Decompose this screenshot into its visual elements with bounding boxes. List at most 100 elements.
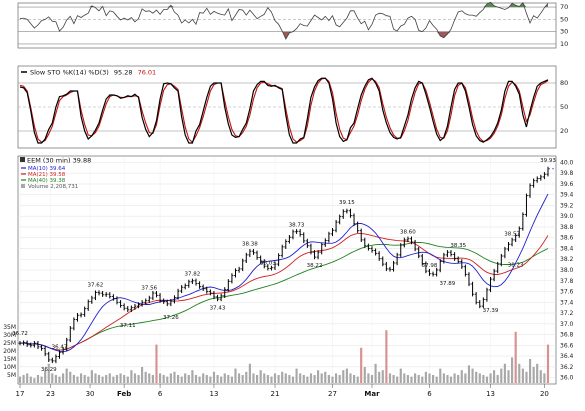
volume-bar	[234, 368, 237, 383]
price-tick-38.2: 38.2	[560, 256, 574, 263]
price-tick-38.4: 38.4	[560, 245, 574, 252]
price-tick-36.0: 36.0	[560, 375, 574, 382]
annotation-38.73: 38.73	[289, 223, 305, 229]
volume-bar	[97, 375, 101, 383]
volume-bar	[507, 370, 510, 383]
volume-bar	[385, 330, 388, 383]
volume-bar	[514, 331, 517, 383]
volume-bar	[76, 376, 79, 383]
annotation-36.47: 36.47	[52, 344, 68, 350]
volume-bar	[288, 375, 291, 383]
volume-bar	[338, 375, 341, 383]
volume-bar	[252, 373, 255, 383]
rsi-tick-30: 30	[560, 28, 568, 36]
volume-bar	[546, 344, 550, 383]
volume-bar	[464, 373, 467, 383]
volume-tick-10M: 10M	[3, 364, 16, 371]
x-tick-21: 21	[271, 390, 280, 398]
volume-bar	[151, 375, 154, 383]
stoch-tick-80: 80	[560, 79, 568, 87]
x-tick-27: 27	[328, 390, 337, 398]
volume-bar	[115, 375, 119, 383]
rsi-tick-70: 70	[560, 3, 568, 11]
volume-bar	[410, 376, 413, 383]
volume-bar	[421, 376, 424, 383]
volume-bar	[449, 376, 453, 383]
volume-bar	[54, 375, 57, 383]
rsi-line	[19, 1, 549, 40]
price-tick-39.6: 39.6	[560, 181, 574, 188]
stoch-tick-50: 50	[560, 103, 568, 111]
price-label: EEM (30 min) 39.88	[27, 157, 91, 165]
stoch-label: Slow STO %K(14) %D(3)	[30, 69, 109, 77]
volume-bar	[432, 375, 435, 383]
volume-bar	[44, 370, 47, 383]
volume-bar	[238, 373, 241, 383]
x-tick-17: 17	[16, 390, 25, 398]
volume-bar	[58, 376, 61, 383]
annotation-37.82: 37.82	[185, 272, 201, 278]
volume-bar	[40, 376, 43, 383]
volume-bar	[457, 375, 460, 383]
volume-bar	[273, 373, 277, 383]
volume-bar	[184, 373, 187, 383]
volume-bar	[137, 375, 140, 383]
volume-bar	[417, 375, 420, 383]
volume-bar	[26, 373, 29, 383]
volume-bar	[291, 376, 295, 383]
volume-bar	[72, 375, 75, 383]
volume-bar	[489, 373, 492, 383]
volume-bar	[220, 376, 223, 383]
annotation-37.62: 37.62	[88, 282, 104, 288]
volume-bar	[133, 373, 137, 383]
volume-bar	[453, 373, 456, 383]
volume-bar	[518, 363, 521, 383]
volume-bar	[406, 375, 409, 383]
volume-bar	[331, 376, 334, 383]
volume-bar	[126, 376, 129, 383]
annotation-38.60: 38.60	[400, 230, 416, 236]
volume-bar	[360, 347, 363, 383]
volume-bar	[414, 373, 417, 383]
volume-bar	[442, 373, 445, 383]
price-tick-37.8: 37.8	[560, 278, 574, 285]
volume-bar	[511, 357, 514, 383]
volume-bar	[467, 365, 471, 383]
annotation-38.22: 38.22	[307, 263, 323, 269]
ma2-label: MA(21) 39.58	[28, 172, 66, 178]
volume-bar	[248, 363, 251, 383]
volume-bar	[493, 370, 496, 383]
volume-bar	[105, 375, 108, 383]
volume-bar	[87, 376, 90, 383]
volume-bar	[263, 373, 266, 383]
volume-bar	[521, 368, 524, 383]
volume-bar	[399, 368, 402, 383]
volume-bar	[62, 373, 65, 383]
price-tick-39.2: 39.2	[560, 202, 574, 209]
ma1-label: MA(10) 39.64	[28, 166, 66, 172]
volume-bar	[177, 375, 180, 383]
volume-bar	[227, 375, 230, 383]
annotation-37.26: 37.26	[163, 315, 179, 321]
volume-bar	[83, 375, 86, 383]
volume-bar	[230, 376, 233, 383]
volume-bar	[187, 375, 190, 383]
volume-bar	[496, 375, 499, 383]
stoch-tick-20: 20	[560, 127, 568, 135]
annotation-37.98: 37.98	[422, 263, 438, 269]
volume-bar	[345, 368, 348, 383]
volume-bar	[159, 373, 162, 383]
annotation-36.29: 36.29	[41, 367, 57, 373]
ma21-line	[19, 233, 549, 351]
volume-bar	[532, 367, 535, 383]
volume-bar	[169, 373, 172, 383]
annotation-38.03: 38.03	[260, 260, 276, 266]
volume-bar	[324, 371, 327, 383]
volume-bar	[47, 363, 50, 383]
volume-bar	[173, 371, 176, 383]
volume-bar	[475, 371, 478, 383]
volume-bar	[356, 376, 359, 383]
volume-bar	[36, 375, 40, 383]
volume-bar	[306, 376, 309, 383]
